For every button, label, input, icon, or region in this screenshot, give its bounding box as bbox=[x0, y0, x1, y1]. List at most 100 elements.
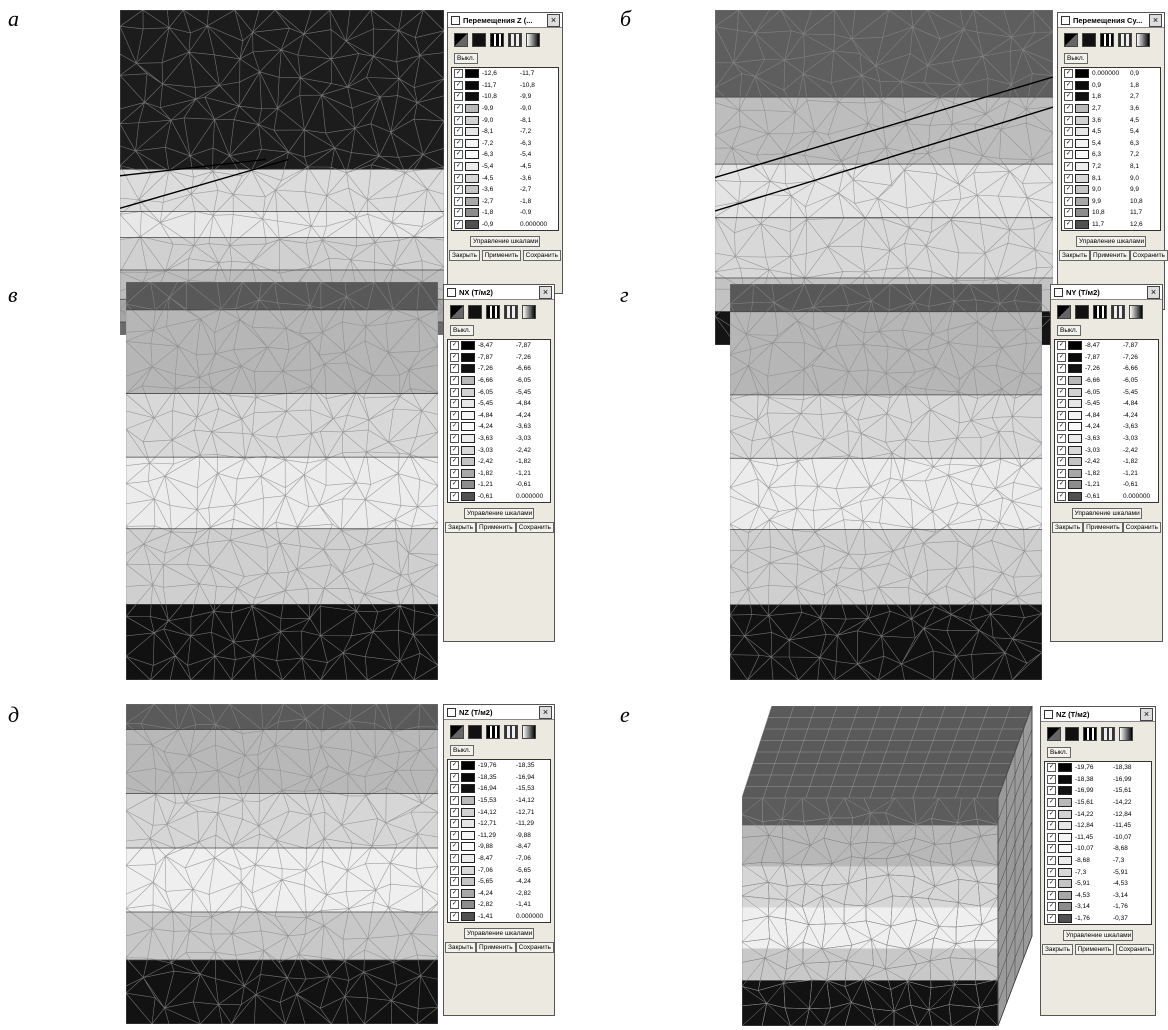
row-checkbox[interactable]: ✓ bbox=[1047, 902, 1056, 912]
legend-row[interactable]: ✓ -11,7 -10,8 bbox=[452, 80, 558, 92]
close-icon[interactable]: × bbox=[1149, 13, 1162, 27]
row-checkbox[interactable]: ✓ bbox=[1064, 138, 1073, 148]
apply-button[interactable]: Применить bbox=[1083, 522, 1123, 534]
color-swatch[interactable] bbox=[461, 434, 475, 444]
row-checkbox[interactable]: ✓ bbox=[1047, 856, 1056, 866]
color-swatch[interactable] bbox=[1068, 434, 1082, 444]
color-swatch[interactable] bbox=[1058, 774, 1072, 784]
color-swatch[interactable] bbox=[1058, 890, 1072, 900]
legend-row[interactable]: ✓ -7,87 -7,26 bbox=[1055, 352, 1158, 364]
row-checkbox[interactable]: ✓ bbox=[454, 104, 463, 114]
color-swatch[interactable] bbox=[465, 173, 479, 183]
color-swatch[interactable] bbox=[1068, 457, 1082, 467]
close-button[interactable]: Закрыть bbox=[1059, 250, 1091, 262]
color-swatch[interactable] bbox=[1075, 150, 1089, 160]
row-checkbox[interactable]: ✓ bbox=[454, 69, 463, 79]
color-swatch[interactable] bbox=[465, 138, 479, 148]
legend-row[interactable]: ✓ -6,66 -6,05 bbox=[448, 375, 550, 387]
row-checkbox[interactable]: ✓ bbox=[1047, 763, 1056, 773]
legend-row[interactable]: ✓ 1,8 2,7 bbox=[1062, 91, 1160, 103]
legend-row[interactable]: ✓ -2,42 -1,82 bbox=[448, 456, 550, 468]
legend-row[interactable]: ✓ -11,29 -9,88 bbox=[448, 830, 550, 842]
legend-row[interactable]: ✓ -5,45 -4,84 bbox=[1055, 398, 1158, 410]
legend-row[interactable]: ✓ -0,61 0.000000 bbox=[448, 491, 550, 503]
legend-row[interactable]: ✓ -3,03 -2,42 bbox=[448, 444, 550, 456]
palette-dark-icon[interactable] bbox=[1064, 33, 1078, 47]
row-checkbox[interactable]: ✓ bbox=[1047, 821, 1056, 831]
legend-row[interactable]: ✓ -7,2 -6,3 bbox=[452, 138, 558, 150]
save-button[interactable]: Сохранить bbox=[515, 942, 554, 954]
color-swatch[interactable] bbox=[1058, 914, 1072, 924]
off-button[interactable]: Выкл. bbox=[1057, 325, 1081, 336]
legend-row[interactable]: ✓ -4,24 -3,63 bbox=[448, 421, 550, 433]
legend-row[interactable]: ✓ -1,82 -1,21 bbox=[448, 468, 550, 480]
legend-row[interactable]: ✓ -9,0 -8,1 bbox=[452, 114, 558, 126]
color-swatch[interactable] bbox=[1075, 185, 1089, 195]
color-swatch[interactable] bbox=[461, 772, 475, 782]
row-checkbox[interactable]: ✓ bbox=[454, 80, 463, 90]
legend-row[interactable]: ✓ -3,03 -2,42 bbox=[1055, 444, 1158, 456]
color-swatch[interactable] bbox=[465, 69, 479, 79]
legend-row[interactable]: ✓ -5,91 -4,53 bbox=[1045, 878, 1151, 890]
color-swatch[interactable] bbox=[1075, 127, 1089, 137]
scale-control-button[interactable]: Управление шкалами bbox=[464, 928, 534, 940]
close-icon[interactable]: × bbox=[547, 13, 560, 27]
color-swatch[interactable] bbox=[465, 162, 479, 172]
legend-row[interactable]: ✓ -12,71 -11,29 bbox=[448, 818, 550, 830]
save-button[interactable]: Сохранить bbox=[522, 250, 561, 262]
row-checkbox[interactable]: ✓ bbox=[1064, 220, 1073, 230]
apply-button[interactable]: Применить bbox=[476, 522, 516, 534]
color-swatch[interactable] bbox=[461, 865, 475, 875]
row-checkbox[interactable]: ✓ bbox=[1057, 387, 1066, 397]
row-checkbox[interactable]: ✓ bbox=[1064, 127, 1073, 137]
legend-row[interactable]: ✓ -0,61 0.000000 bbox=[1055, 491, 1158, 503]
row-checkbox[interactable]: ✓ bbox=[1057, 364, 1066, 374]
row-checkbox[interactable]: ✓ bbox=[454, 162, 463, 172]
palette-black-icon[interactable] bbox=[468, 305, 482, 319]
legend-row[interactable]: ✓ -3,14 -1,76 bbox=[1045, 901, 1151, 913]
row-checkbox[interactable]: ✓ bbox=[450, 410, 459, 420]
color-swatch[interactable] bbox=[1058, 902, 1072, 912]
legend-row[interactable]: ✓ -7,87 -7,26 bbox=[448, 352, 550, 364]
row-checkbox[interactable]: ✓ bbox=[1064, 92, 1073, 102]
color-swatch[interactable] bbox=[461, 888, 475, 898]
row-checkbox[interactable]: ✓ bbox=[1064, 162, 1073, 172]
color-swatch[interactable] bbox=[461, 422, 475, 432]
row-checkbox[interactable]: ✓ bbox=[454, 173, 463, 183]
color-swatch[interactable] bbox=[461, 457, 475, 467]
close-icon[interactable]: × bbox=[539, 705, 552, 719]
color-swatch[interactable] bbox=[461, 819, 475, 829]
color-swatch[interactable] bbox=[1075, 115, 1089, 125]
legend-row[interactable]: ✓ -3,6 -2,7 bbox=[452, 184, 558, 196]
legend-row[interactable]: ✓ -5,4 -4,5 bbox=[452, 161, 558, 173]
legend-row[interactable]: ✓ -7,06 -5,65 bbox=[448, 864, 550, 876]
row-checkbox[interactable]: ✓ bbox=[454, 115, 463, 125]
color-swatch[interactable] bbox=[461, 807, 475, 817]
color-swatch[interactable] bbox=[1075, 173, 1089, 183]
row-checkbox[interactable]: ✓ bbox=[1047, 832, 1056, 842]
legend-row[interactable]: ✓ -8,47 -7,87 bbox=[448, 340, 550, 352]
color-swatch[interactable] bbox=[1068, 480, 1082, 490]
color-swatch[interactable] bbox=[461, 341, 475, 351]
legend-row[interactable]: ✓ -1,41 0.000000 bbox=[448, 911, 550, 923]
palette-dark-icon[interactable] bbox=[1047, 727, 1061, 741]
palette-gradient-icon[interactable] bbox=[1129, 305, 1143, 319]
row-checkbox[interactable]: ✓ bbox=[1047, 844, 1056, 854]
mesh-view-e[interactable] bbox=[742, 706, 1034, 1026]
mesh-view-v[interactable] bbox=[126, 282, 438, 680]
row-checkbox[interactable]: ✓ bbox=[1064, 80, 1073, 90]
color-swatch[interactable] bbox=[461, 830, 475, 840]
row-checkbox[interactable]: ✓ bbox=[450, 877, 459, 887]
color-swatch[interactable] bbox=[461, 399, 475, 409]
color-swatch[interactable] bbox=[465, 127, 479, 137]
color-swatch[interactable] bbox=[1075, 104, 1089, 114]
off-button[interactable]: Выкл. bbox=[454, 53, 478, 64]
color-swatch[interactable] bbox=[465, 208, 479, 218]
row-checkbox[interactable]: ✓ bbox=[450, 819, 459, 829]
legend-row[interactable]: ✓ -2,82 -1,41 bbox=[448, 899, 550, 911]
close-icon[interactable]: × bbox=[1140, 707, 1153, 721]
color-swatch[interactable] bbox=[1058, 786, 1072, 796]
color-swatch[interactable] bbox=[1068, 410, 1082, 420]
row-checkbox[interactable]: ✓ bbox=[1057, 399, 1066, 409]
legend-row[interactable]: ✓ 4,5 5,4 bbox=[1062, 126, 1160, 138]
